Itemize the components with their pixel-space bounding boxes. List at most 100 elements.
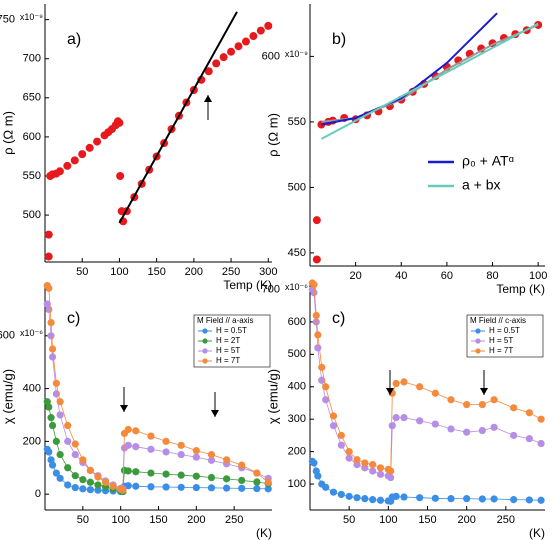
data-point (369, 461, 377, 469)
y-tick-label: 650 (23, 92, 41, 104)
data-point (447, 495, 455, 503)
x-tick-label: 50 (76, 266, 88, 278)
data-point (490, 423, 498, 431)
data-point (400, 413, 408, 422)
data-point (71, 440, 79, 448)
data-point (70, 156, 79, 165)
fit-line (118, 11, 238, 224)
y-tick-label: 600 (288, 316, 306, 328)
legend-label: H = 2T (216, 336, 240, 345)
data-point (525, 496, 533, 504)
data-point (264, 478, 272, 486)
data-point (64, 421, 72, 430)
data-point (234, 42, 243, 51)
data-point (322, 396, 330, 404)
data-point (85, 143, 94, 152)
data-point (223, 456, 231, 464)
data-point (71, 483, 79, 492)
y-axis-label: χ (emu/g) (265, 369, 280, 424)
data-point (322, 483, 330, 491)
data-point (86, 466, 94, 475)
legend-marker (202, 348, 208, 354)
data-point (56, 474, 64, 482)
data-point (264, 21, 273, 30)
legend-title: M Field // c-axis (470, 316, 526, 325)
data-point (525, 435, 533, 443)
data-point (223, 484, 231, 492)
data-point (361, 459, 369, 467)
data-point (116, 172, 125, 180)
legend-marker (475, 338, 481, 344)
y-tick-label: 700 (23, 53, 41, 65)
data-point (447, 396, 455, 404)
data-point (79, 476, 87, 484)
data-point (109, 482, 117, 490)
data-point (45, 448, 53, 456)
y-tick-label: 500 (288, 348, 306, 360)
x-axis-label: (K) (256, 526, 272, 540)
legend-label: H = 0.5T (216, 326, 247, 335)
data-point (329, 412, 338, 420)
data-point (312, 255, 321, 264)
x-tick-label: 200 (457, 514, 475, 526)
data-point (369, 467, 377, 475)
x-tick-label: 50 (77, 514, 89, 526)
data-point (264, 485, 272, 493)
data-point (463, 428, 471, 436)
y-tick-label: 550 (23, 170, 41, 182)
data-point (510, 496, 518, 504)
data-point (86, 478, 94, 486)
data-point (119, 486, 127, 494)
data-point (238, 476, 246, 485)
data-point (392, 413, 400, 422)
data-point (510, 404, 518, 412)
y-axis-label: ρ (Ω m) (265, 113, 280, 157)
data-point (310, 281, 318, 289)
data-point (223, 475, 231, 483)
data-point (253, 485, 261, 493)
data-point (162, 448, 170, 456)
data-point (48, 345, 57, 353)
y-tick-label: 200 (288, 446, 306, 458)
data-point (312, 311, 320, 320)
data-point (431, 494, 439, 502)
x-axis-label: Temp (K) (496, 282, 545, 296)
data-point (52, 379, 60, 387)
data-point (52, 437, 60, 445)
x-tick-label: 100 (379, 514, 397, 526)
data-point (48, 421, 57, 430)
y-tick-label: 100 (288, 478, 306, 490)
data-point (45, 305, 53, 313)
fit-line (321, 12, 498, 126)
data-point (525, 409, 533, 417)
y-tick-label: 600 (23, 131, 41, 143)
legend-marker (202, 338, 208, 344)
data-point (162, 470, 170, 478)
data-point (447, 425, 455, 433)
x-tick-label: 250 (225, 514, 243, 526)
data-point (253, 469, 261, 477)
legend-marker (475, 348, 481, 354)
data-point (177, 483, 185, 491)
x-tick-label: 20 (350, 270, 362, 282)
data-point (318, 363, 326, 371)
data-point (64, 437, 72, 445)
legend-label: H = 5T (489, 336, 513, 345)
y-exponent: x10⁻⁶ (20, 328, 43, 338)
data-point (227, 47, 236, 56)
data-point (238, 461, 246, 469)
x-tick-label: 80 (486, 270, 498, 282)
data-point (314, 331, 322, 339)
data-point (132, 482, 140, 490)
data-point (207, 456, 216, 464)
data-point (416, 417, 424, 425)
data-point (93, 137, 102, 146)
legend-label: H = 7T (489, 346, 513, 355)
data-point (416, 494, 424, 502)
data-point (44, 252, 53, 261)
data-point (387, 467, 395, 475)
legend-marker (475, 328, 481, 334)
y-axis-label: ρ (Ω m) (0, 111, 15, 155)
data-point (478, 495, 486, 503)
